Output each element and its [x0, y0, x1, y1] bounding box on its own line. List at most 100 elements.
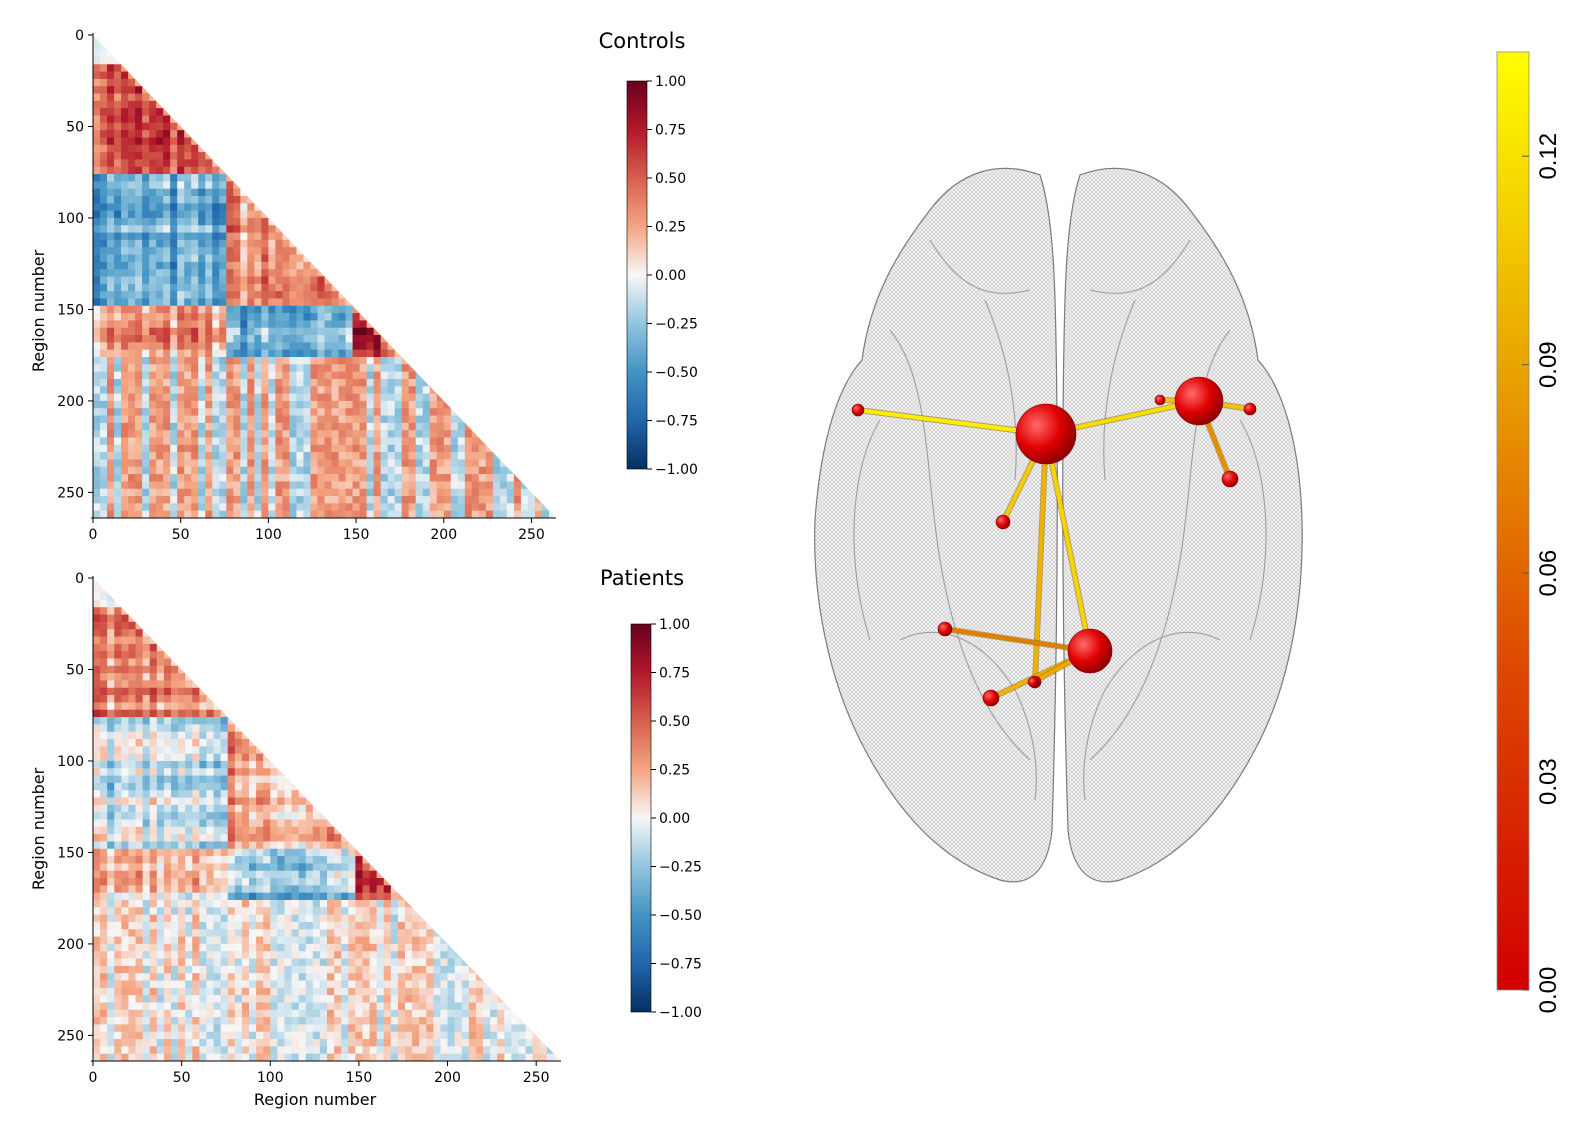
heatmap-cell	[226, 386, 234, 395]
heatmap-cell	[191, 283, 199, 292]
heatmap-cell	[369, 943, 378, 952]
heatmap-cell	[415, 466, 424, 475]
heatmap-cell	[213, 863, 222, 872]
heatmap-cell	[457, 481, 466, 490]
heatmap-cell	[199, 863, 208, 872]
heatmap-cell	[178, 724, 186, 733]
heatmap-cell	[234, 819, 243, 828]
heatmap-cell	[121, 965, 130, 974]
heatmap-cell	[298, 907, 307, 916]
heatmap-cell	[156, 643, 165, 652]
heatmap-cell	[539, 1039, 548, 1047]
heatmap-cell	[100, 122, 108, 131]
heatmap-cell	[256, 1009, 264, 1018]
heatmap-cell	[478, 510, 487, 518]
heatmap-cell	[256, 826, 264, 835]
heatmap-cell	[135, 1053, 144, 1061]
heatmap-cell	[461, 980, 470, 989]
heatmap-cell	[468, 1009, 477, 1018]
heatmap-cell	[348, 907, 356, 916]
heatmap-cell	[284, 812, 293, 821]
heatmap-cell	[405, 900, 413, 908]
heatmap-cell	[135, 203, 143, 212]
heatmap-cell	[114, 900, 122, 908]
heatmap-cell	[178, 680, 186, 689]
heatmap-cell	[177, 203, 185, 212]
heatmap-cell	[93, 651, 101, 660]
heatmap-cell	[142, 166, 150, 175]
heatmap-cell	[270, 812, 278, 821]
heatmap-cell	[163, 687, 172, 696]
heatmap-cell	[268, 488, 276, 497]
heatmap-cell	[331, 320, 340, 329]
heatmap-cell	[149, 936, 158, 945]
heatmap-cell	[518, 1053, 527, 1061]
heatmap-cell	[303, 466, 312, 475]
heatmap-cell	[362, 1039, 371, 1047]
heatmap-cell	[199, 965, 208, 974]
heatmap-cell	[135, 159, 143, 168]
heatmap-cell	[170, 122, 178, 131]
heatmap-cell	[383, 921, 392, 930]
heatmap-cell	[100, 973, 108, 982]
heatmap-cell	[289, 415, 298, 424]
heatmap-cell	[142, 1039, 151, 1047]
heatmap-cell	[192, 936, 200, 945]
heatmap-cell	[156, 225, 164, 234]
heatmap-cell	[219, 474, 227, 483]
heatmap-cell	[310, 283, 319, 292]
heatmap-cell	[475, 980, 484, 989]
heatmap-cell	[107, 870, 115, 879]
heatmap-cell	[249, 973, 257, 982]
heatmap-cell	[220, 965, 229, 974]
heatmap-cell	[212, 166, 220, 175]
heatmap-cell	[149, 283, 157, 292]
heatmap-cell	[394, 437, 403, 446]
heatmap-cell	[303, 261, 312, 270]
heatmap-cell	[163, 181, 171, 190]
heatmap-cell	[226, 503, 234, 512]
heatmap-cell	[291, 1031, 300, 1040]
heatmap-cell	[149, 1053, 158, 1061]
heatmap-cell	[135, 510, 143, 518]
heatmap-cell	[198, 357, 206, 365]
heatmap-cell	[240, 496, 248, 504]
heatmap-cell	[284, 987, 293, 996]
heatmap-cell	[233, 459, 241, 468]
heatmap-cell	[128, 804, 137, 813]
heatmap-cell	[234, 870, 243, 879]
heatmap-cell	[93, 415, 101, 424]
heatmap-cell	[213, 760, 222, 769]
heatmap-cell	[490, 1039, 498, 1047]
heatmap-cell	[128, 298, 136, 307]
heatmap-cell	[247, 400, 255, 409]
heatmap-cell	[185, 782, 193, 791]
heatmap-cell	[135, 437, 143, 446]
heatmap-cell	[390, 951, 399, 960]
heatmap-cell	[241, 841, 250, 850]
heatmap-cell	[240, 305, 248, 314]
heatmap-cell	[499, 459, 508, 468]
heatmap-cell	[247, 415, 255, 424]
heatmap-cell	[100, 907, 108, 916]
heatmap-cell	[128, 636, 137, 645]
heatmap-cell	[220, 768, 229, 777]
heatmap-cell	[249, 753, 257, 762]
heatmap-cell	[177, 305, 185, 314]
heatmap-cell	[156, 459, 164, 468]
heatmap-cell	[149, 357, 157, 365]
heatmap-cell	[284, 929, 293, 938]
heatmap-cell	[394, 481, 403, 490]
heatmap-cell	[338, 422, 347, 431]
heatmap-cell	[277, 1053, 286, 1061]
heatmap-cell	[213, 724, 222, 733]
heatmap-cell	[366, 496, 375, 504]
heatmap-cell	[233, 386, 241, 395]
heatmap-cell	[263, 1017, 271, 1026]
heatmap-cell	[206, 965, 215, 974]
heatmap-cell	[93, 115, 101, 124]
heatmap-cell	[213, 841, 222, 850]
heatmap-cell	[270, 929, 278, 938]
heatmap-cell	[100, 804, 108, 813]
